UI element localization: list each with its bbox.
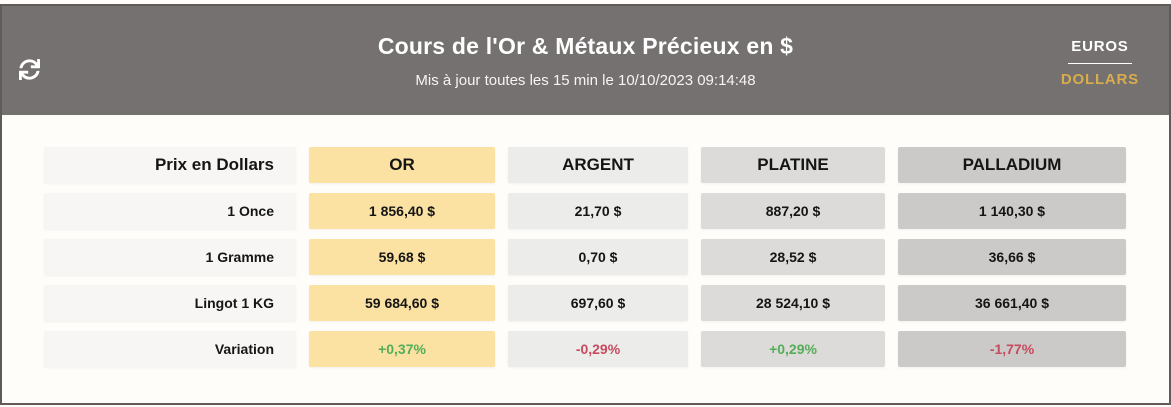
gold-prices-widget: Cours de l'Or & Métaux Précieux en $ Mis…	[0, 4, 1171, 405]
variation-palladium: -1,77%	[898, 331, 1126, 367]
row-label-lingot: Lingot 1 KG	[44, 285, 296, 321]
refresh-icon	[18, 58, 40, 80]
currency-toggle: EUROS DOLLARS	[1061, 38, 1139, 88]
prices-table: Prix en Dollars OR ARGENT PLATINE PALLAD…	[2, 115, 1169, 367]
widget-header: Cours de l'Or & Métaux Précieux en $ Mis…	[2, 6, 1169, 115]
price-palladium-lingot: 36 661,40 $	[898, 285, 1126, 321]
price-palladium-gramme: 36,66 $	[898, 239, 1126, 275]
row-label-header: Prix en Dollars	[44, 147, 296, 183]
variation-argent: -0,29%	[508, 331, 688, 367]
price-platine-once: 887,20 $	[701, 193, 885, 229]
last-updated-text: Mis à jour toutes les 15 min le 10/10/20…	[415, 71, 756, 89]
column-header-palladium: PALLADIUM	[898, 147, 1126, 183]
price-or-once: 1 856,40 $	[309, 193, 495, 229]
refresh-button[interactable]	[16, 56, 42, 82]
currency-option-euros[interactable]: EUROS	[1068, 38, 1132, 64]
price-palladium-once: 1 140,30 $	[898, 193, 1126, 229]
price-argent-lingot: 697,60 $	[508, 285, 688, 321]
variation-platine: +0,29%	[701, 331, 885, 367]
column-header-argent: ARGENT	[508, 147, 688, 183]
column-header-platine: PLATINE	[701, 147, 885, 183]
row-label-once: 1 Once	[44, 193, 296, 229]
price-platine-lingot: 28 524,10 $	[701, 285, 885, 321]
widget-body: Prix en Dollars OR ARGENT PLATINE PALLAD…	[2, 115, 1169, 403]
price-or-gramme: 59,68 $	[309, 239, 495, 275]
row-label-gramme: 1 Gramme	[44, 239, 296, 275]
price-platine-gramme: 28,52 $	[701, 239, 885, 275]
currency-option-dollars[interactable]: DOLLARS	[1060, 71, 1139, 88]
header-titles: Cours de l'Or & Métaux Précieux en $ Mis…	[2, 33, 1169, 89]
variation-or: +0,37%	[309, 331, 495, 367]
price-argent-once: 21,70 $	[508, 193, 688, 229]
page-title: Cours de l'Or & Métaux Précieux en $	[377, 32, 794, 59]
row-label-variation: Variation	[44, 331, 296, 367]
price-or-lingot: 59 684,60 $	[309, 285, 495, 321]
column-header-or: OR	[309, 147, 495, 183]
price-argent-gramme: 0,70 $	[508, 239, 688, 275]
